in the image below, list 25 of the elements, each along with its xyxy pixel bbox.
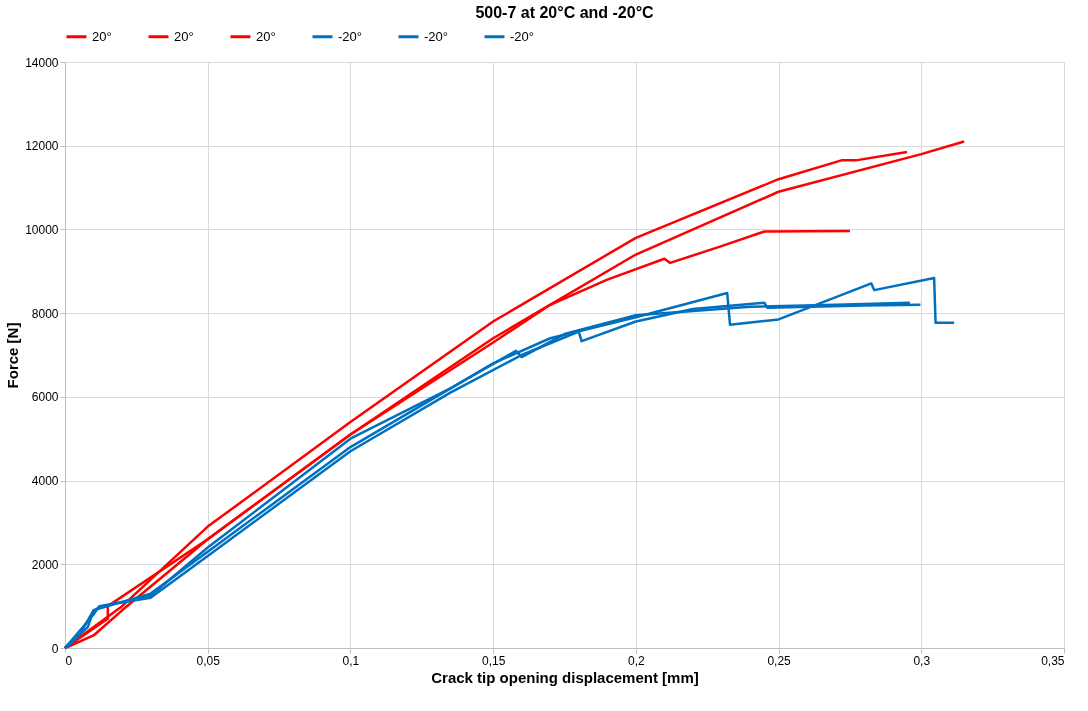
- y-tick-label: 0: [51, 641, 59, 656]
- y-tick-label: 4000: [31, 474, 59, 489]
- legend-label: -20°: [424, 28, 448, 44]
- y-tick-label: 8000: [31, 306, 59, 321]
- x-axis-title: Crack tip opening displacement [mm]: [431, 668, 699, 686]
- legend-label: -20°: [510, 28, 534, 44]
- y-tick-label: 6000: [31, 390, 59, 405]
- chart-title: 500-7 at 20°C and -20°C: [475, 4, 655, 21]
- x-tick-label: 0,2: [628, 653, 646, 668]
- x-tick-label: 0,05: [196, 653, 221, 668]
- x-tick-label: 0: [65, 653, 73, 668]
- legend-label: -20°: [338, 28, 362, 44]
- x-tick-label: 0,25: [767, 653, 792, 668]
- x-tick-label: 0,35: [1041, 653, 1065, 668]
- legend-label: 20°: [256, 28, 276, 44]
- y-axis-title: Force [N]: [4, 322, 22, 389]
- legend-label: 20°: [92, 28, 112, 44]
- x-tick-label: 0,15: [481, 653, 506, 668]
- y-tick-label: 12000: [25, 139, 59, 154]
- legend-label: 20°: [174, 28, 194, 44]
- y-tick-label: 14000: [25, 55, 59, 70]
- x-tick-label: 0,1: [342, 653, 360, 668]
- x-tick-label: 0,3: [913, 653, 931, 668]
- y-tick-label: 10000: [25, 222, 59, 237]
- y-tick-label: 2000: [31, 557, 59, 572]
